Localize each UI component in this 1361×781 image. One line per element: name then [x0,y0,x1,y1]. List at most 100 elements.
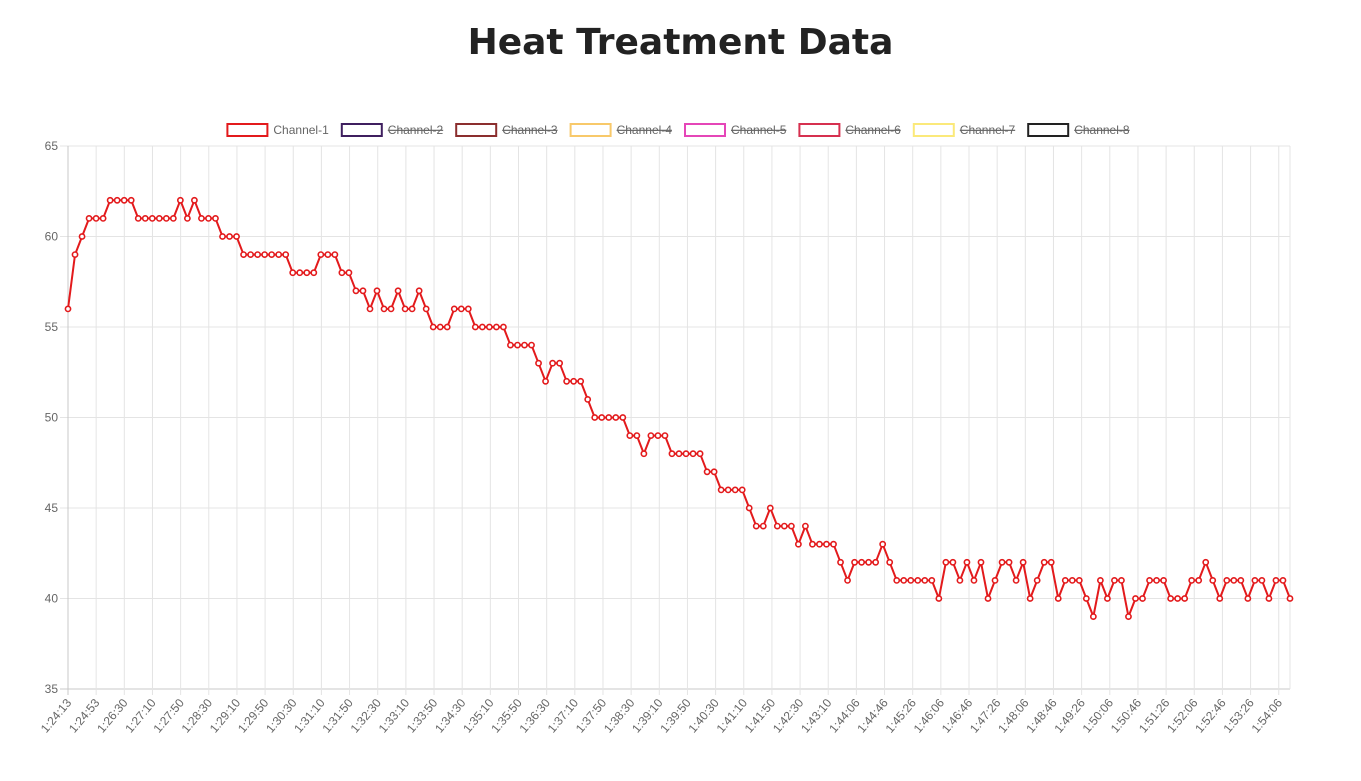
data-point[interactable] [219,233,226,240]
data-point[interactable] [731,486,739,494]
data-point[interactable] [212,214,219,222]
data-point[interactable] [514,341,521,349]
data-point[interactable] [879,540,887,548]
data-point[interactable] [205,214,212,222]
data-point[interactable] [331,251,339,258]
data-point[interactable] [703,468,711,476]
data-point[interactable] [155,214,163,222]
data-point[interactable] [759,522,767,530]
data-point[interactable] [949,558,957,566]
data-point[interactable] [78,233,86,240]
data-point[interactable] [443,323,451,331]
data-point[interactable] [858,558,865,566]
data-point[interactable] [1104,595,1111,602]
data-point[interactable] [682,450,690,458]
data-point[interactable] [1040,558,1048,566]
data-point[interactable] [1251,577,1259,584]
data-point[interactable] [99,214,107,222]
data-point[interactable] [907,577,915,584]
data-point[interactable] [612,414,620,421]
data-point[interactable] [127,196,135,204]
data-point[interactable] [471,323,479,331]
data-point[interactable] [591,414,599,421]
data-point[interactable] [415,287,423,295]
data-point[interactable] [198,214,205,222]
data-point[interactable] [1272,577,1280,584]
data-point[interactable] [991,577,999,584]
data-point[interactable] [338,269,346,277]
legend-item-channel-6[interactable]: Channel-6 [798,123,901,137]
data-point[interactable] [92,214,100,222]
data-point[interactable] [324,251,332,258]
data-point[interactable] [1188,577,1196,584]
data-point[interactable] [998,558,1006,566]
data-point[interactable] [766,504,774,512]
data-point[interactable] [844,577,851,584]
data-point[interactable] [359,287,367,295]
data-point[interactable] [1125,613,1132,620]
data-point[interactable] [85,214,93,222]
data-point[interactable] [724,486,732,494]
data-point[interactable] [1068,577,1076,584]
data-point[interactable] [921,577,929,584]
data-point[interactable] [296,269,304,277]
data-point[interactable] [1082,595,1090,602]
data-point[interactable] [373,287,381,295]
data-point[interactable] [675,450,683,458]
data-point[interactable] [148,214,156,222]
data-point[interactable] [780,522,788,530]
data-point[interactable] [303,269,311,277]
data-point[interactable] [605,414,613,421]
data-point[interactable] [183,214,191,222]
data-point[interactable] [352,287,360,295]
data-point[interactable] [134,214,142,222]
data-point[interactable] [738,486,746,494]
data-point[interactable] [282,251,290,258]
data-point[interactable] [261,251,269,258]
data-point[interactable] [106,196,114,204]
data-point[interactable] [970,577,978,584]
data-point[interactable] [478,323,486,331]
data-point[interactable] [1033,577,1041,584]
data-point[interactable] [1160,577,1167,584]
data-point[interactable] [289,269,297,277]
data-point[interactable] [1181,595,1189,602]
data-point[interactable] [1146,577,1153,584]
data-point[interactable] [935,595,943,602]
data-point[interactable] [1216,595,1224,602]
data-point[interactable] [1237,577,1245,584]
data-point[interactable] [816,540,823,548]
data-point[interactable] [535,359,542,367]
data-point[interactable] [830,540,837,548]
data-point[interactable] [457,305,465,313]
data-point[interactable] [1047,558,1055,566]
data-point[interactable] [837,558,844,566]
data-point[interactable] [823,540,830,548]
data-point[interactable] [1075,577,1083,584]
data-point[interactable] [809,540,816,548]
data-point[interactable] [1089,613,1097,620]
legend-item-channel-5[interactable]: Channel-5 [684,123,787,137]
data-point[interactable] [310,269,318,277]
data-point[interactable] [169,214,177,222]
data-point[interactable] [240,251,247,258]
data-point[interactable] [1054,595,1062,602]
data-point[interactable] [401,305,409,313]
data-point[interactable] [422,305,430,313]
data-point[interactable] [1195,577,1203,584]
data-point[interactable] [1202,558,1210,566]
data-point[interactable] [492,323,500,331]
data-point[interactable] [387,305,395,313]
data-point[interactable] [500,323,507,331]
data-point[interactable] [619,414,627,421]
data-point[interactable] [851,558,858,566]
data-point[interactable] [549,359,556,367]
data-point[interactable] [942,558,950,566]
data-point[interactable] [1230,577,1238,584]
data-point[interactable] [1118,577,1125,584]
data-point[interactable] [689,450,697,458]
data-point[interactable] [1111,577,1118,584]
legend-item-channel-8[interactable]: Channel-8 [1027,123,1130,137]
data-point[interactable] [408,305,416,313]
data-point[interactable] [787,522,795,530]
